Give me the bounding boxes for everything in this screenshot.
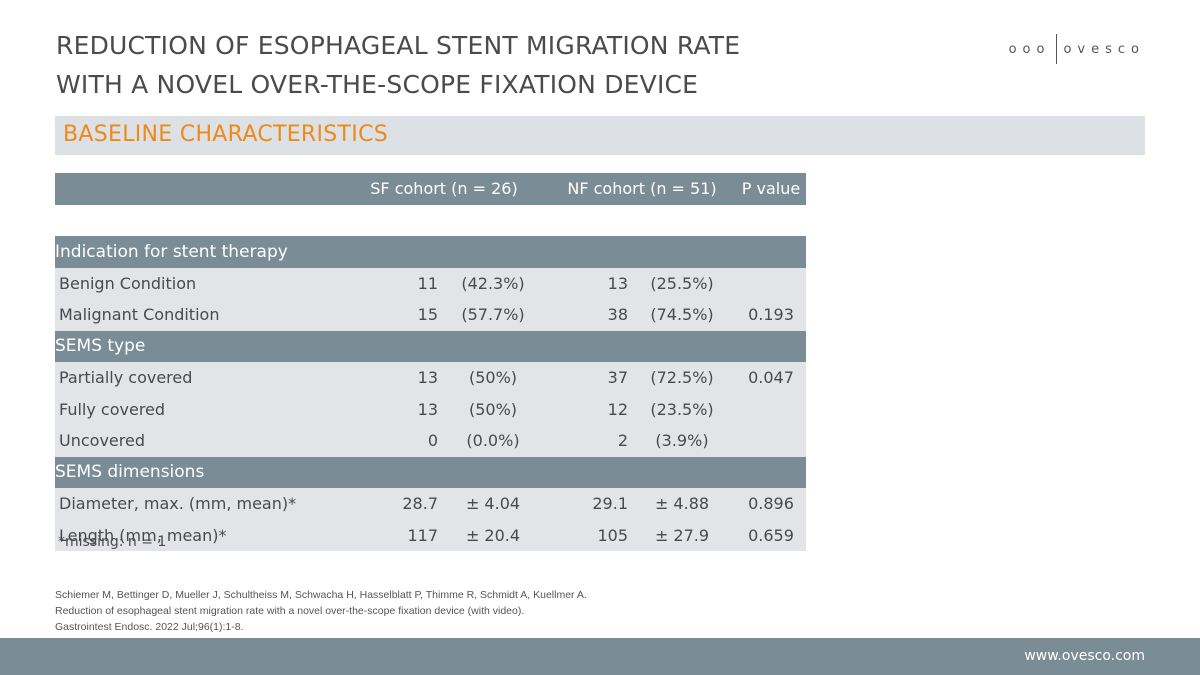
sf-value: 13 bbox=[340, 393, 438, 425]
p-value: 0.047 bbox=[736, 362, 806, 394]
nf-value: 29.1 bbox=[548, 488, 628, 520]
group-title: Indication for stent therapy bbox=[55, 236, 806, 268]
p-value: 0.659 bbox=[736, 519, 806, 551]
sf-value: 15 bbox=[340, 299, 438, 331]
p-value: 0.896 bbox=[736, 488, 806, 520]
row-label: Benign Condition bbox=[55, 267, 340, 299]
table-header-row: SF cohort (n = 26) NF cohort (n = 51) P … bbox=[55, 173, 806, 205]
p-value bbox=[736, 267, 806, 299]
sf-percent: (57.7%) bbox=[438, 299, 548, 331]
citation: Schiemer M, Bettinger D, Mueller J, Schu… bbox=[55, 587, 587, 635]
row-label: Diameter, max. (mm, mean)* bbox=[55, 488, 340, 520]
citation-authors: Schiemer M, Bettinger D, Mueller J, Schu… bbox=[55, 589, 587, 601]
row-label: Malignant Condition bbox=[55, 299, 340, 331]
nf-percent: (23.5%) bbox=[628, 393, 736, 425]
sf-percent: (42.3%) bbox=[438, 267, 548, 299]
row-label: Uncovered bbox=[55, 425, 340, 457]
sf-value: 28.7 bbox=[340, 488, 438, 520]
nf-value: 105 bbox=[548, 519, 628, 551]
sf-sd: ± 4.04 bbox=[438, 488, 548, 520]
nf-sd: ± 4.88 bbox=[628, 488, 736, 520]
sf-value: 117 bbox=[340, 519, 438, 551]
table-row: Fully covered 13 (50%) 12 (23.5%) bbox=[55, 393, 806, 425]
citation-journal: Gastrointest Endosc. 2022 Jul;96(1):1-8. bbox=[55, 621, 244, 633]
group-title: SEMS dimensions bbox=[55, 456, 806, 488]
title-line-1: REDUCTION OF ESOPHAGEAL STENT MIGRATION … bbox=[56, 31, 741, 60]
sf-value: 0 bbox=[340, 425, 438, 457]
baseline-table: SF cohort (n = 26) NF cohort (n = 51) P … bbox=[55, 173, 806, 551]
nf-percent: (74.5%) bbox=[628, 299, 736, 331]
footnote: *missing: n = 1 bbox=[58, 534, 167, 550]
row-label: Fully covered bbox=[55, 393, 340, 425]
nf-percent: (3.9%) bbox=[628, 425, 736, 457]
nf-percent: (72.5%) bbox=[628, 362, 736, 394]
section-banner: BASELINE CHARACTERISTICS bbox=[55, 116, 1145, 155]
header-p-value: P value bbox=[736, 173, 806, 205]
nf-value: 38 bbox=[548, 299, 628, 331]
title-line-2: WITH A NOVEL OVER-THE-SCOPE FIXATION DEV… bbox=[56, 70, 699, 99]
nf-value: 2 bbox=[548, 425, 628, 457]
citation-title: Reduction of esophageal stent migration … bbox=[55, 605, 525, 617]
group-row-indication: Indication for stent therapy bbox=[55, 236, 806, 268]
sf-percent: (0.0%) bbox=[438, 425, 548, 457]
nf-value: 13 bbox=[548, 267, 628, 299]
slide-title: REDUCTION OF ESOPHAGEAL STENT MIGRATION … bbox=[56, 26, 956, 104]
sf-percent: (50%) bbox=[438, 393, 548, 425]
section-title: BASELINE CHARACTERISTICS bbox=[63, 122, 389, 147]
table-row: Partially covered 13 (50%) 37 (72.5%) 0.… bbox=[55, 362, 806, 394]
nf-value: 37 bbox=[548, 362, 628, 394]
sf-sd: ± 20.4 bbox=[438, 519, 548, 551]
group-title: SEMS type bbox=[55, 330, 806, 362]
table-row: Diameter, max. (mm, mean)* 28.7 ± 4.04 2… bbox=[55, 488, 806, 520]
sf-value: 13 bbox=[340, 362, 438, 394]
nf-value: 12 bbox=[548, 393, 628, 425]
group-row-sems-type: SEMS type bbox=[55, 330, 806, 362]
group-row-sems-dimensions: SEMS dimensions bbox=[55, 456, 806, 488]
footer-url[interactable]: www.ovesco.com bbox=[1024, 648, 1145, 664]
table-row: Malignant Condition 15 (57.7%) 38 (74.5%… bbox=[55, 299, 806, 331]
header-sf-cohort: SF cohort (n = 26) bbox=[340, 173, 548, 205]
p-value bbox=[736, 425, 806, 457]
row-label: Partially covered bbox=[55, 362, 340, 394]
nf-sd: ± 27.9 bbox=[628, 519, 736, 551]
table-row: Uncovered 0 (0.0%) 2 (3.9%) bbox=[55, 425, 806, 457]
table-row: Length (mm, mean)* 117 ± 20.4 105 ± 27.9… bbox=[55, 519, 806, 551]
table-row: Benign Condition 11 (42.3%) 13 (25.5%) bbox=[55, 267, 806, 299]
table-spacer bbox=[55, 204, 806, 236]
sf-value: 11 bbox=[340, 267, 438, 299]
p-value: 0.193 bbox=[736, 299, 806, 331]
spacer-cell bbox=[55, 204, 806, 236]
p-value bbox=[736, 393, 806, 425]
logo-dots: ooo bbox=[1008, 41, 1051, 57]
ovesco-logo: ooo ovesco bbox=[1009, 34, 1145, 64]
logo-wordmark: ovesco bbox=[1063, 41, 1145, 57]
logo-divider bbox=[1056, 34, 1058, 64]
header-label bbox=[55, 173, 340, 205]
footer-bar: www.ovesco.com bbox=[0, 638, 1200, 675]
nf-percent: (25.5%) bbox=[628, 267, 736, 299]
row-label: Length (mm, mean)* bbox=[55, 519, 340, 551]
header-nf-cohort: NF cohort (n = 51) bbox=[548, 173, 736, 205]
sf-percent: (50%) bbox=[438, 362, 548, 394]
